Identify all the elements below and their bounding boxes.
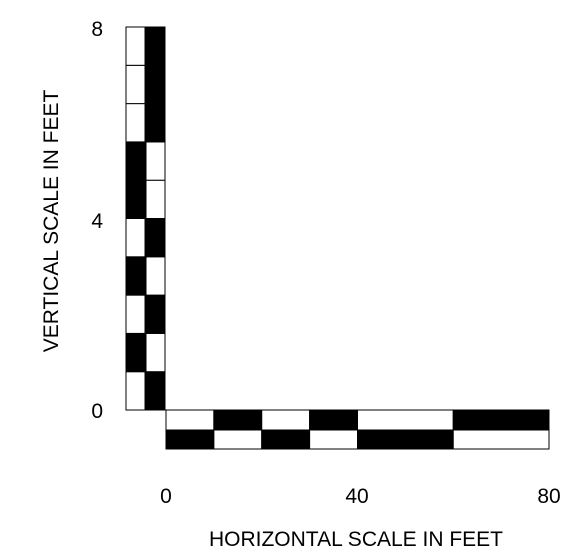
horizontal-scale-bar	[165, 409, 550, 450]
vertical-tick-4: 4	[91, 210, 103, 233]
vertical-scale-bar	[125, 26, 166, 411]
vertical-right-cell	[145, 256, 166, 296]
horizontal-bottom-segment	[213, 429, 263, 450]
vertical-right-cell	[145, 371, 166, 411]
vertical-left-cell	[125, 371, 146, 411]
vertical-left-cell	[125, 218, 146, 258]
horizontal-top-segment	[309, 409, 358, 431]
vertical-left-cell	[125, 294, 146, 334]
vertical-left-cell	[125, 26, 146, 66]
horizontal-bottom-segment	[165, 429, 215, 450]
horizontal-bottom-segment	[261, 429, 311, 450]
vertical-left-cell	[125, 141, 146, 181]
horizontal-top-segment	[357, 409, 454, 431]
horizontal-bottom-segment	[357, 429, 454, 450]
horizontal-tick-80: 80	[537, 485, 560, 508]
vertical-right-cell	[145, 26, 166, 66]
horizontal-top-segment	[452, 409, 550, 431]
vertical-right-cell	[145, 103, 166, 143]
horizontal-top-segment	[261, 409, 311, 431]
vertical-left-cell	[125, 332, 146, 373]
vertical-right-cell	[145, 294, 166, 334]
vertical-right-cell	[145, 218, 166, 258]
vertical-left-cell	[125, 64, 146, 105]
horizontal-tick-labels: 0 40 80	[160, 485, 561, 508]
vertical-right-cell	[145, 332, 166, 373]
vertical-right-cell	[145, 64, 166, 105]
horizontal-bottom-segment	[309, 429, 358, 450]
horizontal-top-segment	[213, 409, 263, 431]
vertical-tick-8: 8	[91, 18, 103, 41]
vertical-left-cell	[125, 179, 146, 219]
vertical-right-cell	[145, 141, 166, 181]
vertical-tick-0: 0	[91, 400, 103, 423]
horizontal-tick-40: 40	[345, 485, 368, 508]
vertical-left-cell	[125, 103, 146, 143]
horizontal-scale-label: HORIZONTAL SCALE IN FEET	[209, 528, 503, 551]
vertical-scale-label: VERTICAL SCALE IN FEET	[40, 90, 63, 353]
horizontal-bottom-segment	[452, 429, 550, 450]
horizontal-tick-0: 0	[160, 485, 172, 508]
vertical-right-cell	[145, 179, 166, 219]
vertical-left-cell	[125, 256, 146, 296]
horizontal-top-segment	[165, 409, 215, 431]
vertical-tick-labels: 0 4 8	[91, 18, 103, 423]
